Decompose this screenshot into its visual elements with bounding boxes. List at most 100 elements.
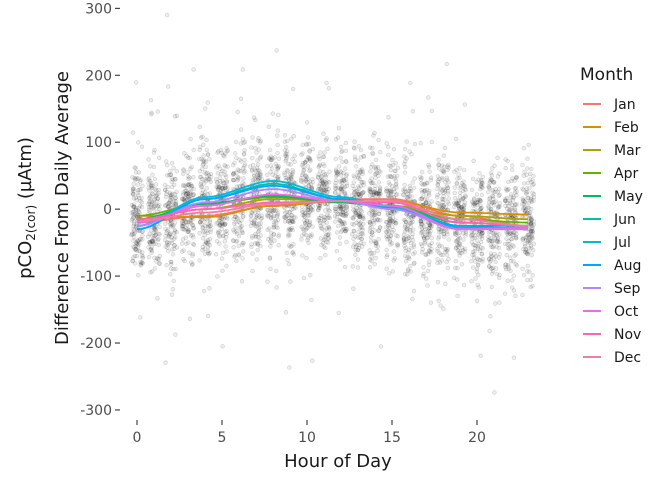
scatter-point <box>171 266 176 272</box>
scatter-point <box>151 241 157 246</box>
scatter-point <box>167 234 172 239</box>
scatter-point <box>268 266 273 272</box>
scatter-point <box>390 269 395 274</box>
scatter-point <box>148 195 153 200</box>
scatter-point <box>165 201 170 207</box>
scatter-point <box>368 193 373 199</box>
scatter-point <box>428 243 433 249</box>
scatter-point <box>409 189 414 194</box>
scatter-point <box>300 233 305 238</box>
scatter-point <box>188 182 194 187</box>
scatter-point <box>168 272 173 277</box>
scatter-point <box>153 203 158 208</box>
scatter-point <box>299 176 304 181</box>
scatter-point <box>191 186 196 192</box>
scatter-point <box>170 202 175 208</box>
scatter-point <box>287 365 292 370</box>
legend-item-oct: Oct <box>583 304 639 320</box>
scatter-point <box>266 124 271 130</box>
scatter-point <box>151 207 157 212</box>
scatter-point <box>472 197 477 202</box>
scatter-point <box>187 175 192 180</box>
scatter-point <box>135 190 140 196</box>
scatter-point <box>254 150 259 155</box>
scatter-point <box>441 169 446 174</box>
scatter-point <box>388 167 393 173</box>
scatter-point <box>131 214 136 219</box>
scatter-point <box>255 162 261 167</box>
scatter-point <box>474 298 480 303</box>
scatter-point <box>520 266 525 271</box>
scatter-point <box>139 205 145 210</box>
scatter-point <box>419 196 424 201</box>
scatter-point <box>491 244 496 249</box>
scatter-point <box>436 241 441 247</box>
scatter-point <box>198 174 204 180</box>
scatter-point <box>173 196 178 201</box>
scatter-point <box>166 241 172 246</box>
scatter-point <box>308 273 313 278</box>
scatter-point <box>191 192 197 197</box>
scatter-point <box>205 152 211 157</box>
scatter-point <box>357 221 363 227</box>
scatter-point <box>520 162 525 168</box>
scatter-point <box>480 246 485 251</box>
scatter-point <box>152 197 157 203</box>
scatter-point <box>470 176 476 182</box>
scatter-point <box>184 153 189 159</box>
scatter-point <box>301 228 307 233</box>
scatter-point <box>133 166 139 171</box>
scatter-point <box>326 85 332 91</box>
scatter-point <box>132 247 138 252</box>
scatter-point <box>268 230 274 236</box>
scatter-point <box>302 214 307 219</box>
scatter-point <box>191 242 197 248</box>
scatter-point <box>163 194 169 200</box>
scatter-point <box>165 204 171 209</box>
scatter-point <box>268 154 274 159</box>
scatter-point <box>503 165 508 171</box>
scatter-point <box>130 232 135 237</box>
scatter-point <box>351 286 356 291</box>
scatter-point <box>319 174 324 179</box>
scatter-point <box>222 239 228 244</box>
scatter-point <box>169 240 175 246</box>
scatter-point <box>235 109 240 115</box>
scatter-point <box>326 180 332 185</box>
scatter-point <box>270 111 275 116</box>
scatter-point <box>369 176 374 181</box>
scatter-point <box>170 287 176 292</box>
y-tick-label: -200 <box>80 336 112 352</box>
scatter-point <box>150 239 155 245</box>
scatter-point <box>327 169 332 174</box>
scatter-point <box>300 210 305 215</box>
scatter-point <box>190 232 195 238</box>
scatter-point <box>137 195 142 201</box>
scatter-point <box>185 229 191 235</box>
scatter-point <box>352 154 358 160</box>
scatter-point <box>530 283 535 289</box>
scatter-point <box>241 176 246 181</box>
scatter-point <box>370 145 375 151</box>
scatter-point <box>132 204 137 210</box>
scatter-point <box>240 242 245 248</box>
scatter-point <box>355 184 361 189</box>
scatter-point <box>429 175 434 180</box>
scatter-point <box>173 220 178 225</box>
scatter-point <box>238 127 244 132</box>
scatter-point <box>149 185 154 190</box>
scatter-point <box>389 189 394 194</box>
scatter-point <box>222 183 228 189</box>
scatter-point <box>384 229 389 235</box>
scatter-point <box>147 241 153 246</box>
scatter-point <box>479 252 484 257</box>
scatter-point <box>459 262 465 267</box>
scatter-point <box>131 221 137 227</box>
scatter-point <box>186 182 191 188</box>
scatter-point <box>205 177 210 182</box>
scatter-point <box>421 271 426 276</box>
scatter-point <box>165 173 170 178</box>
scatter-point <box>326 225 332 230</box>
scatter-point <box>339 181 344 186</box>
scatter-point <box>325 212 330 218</box>
